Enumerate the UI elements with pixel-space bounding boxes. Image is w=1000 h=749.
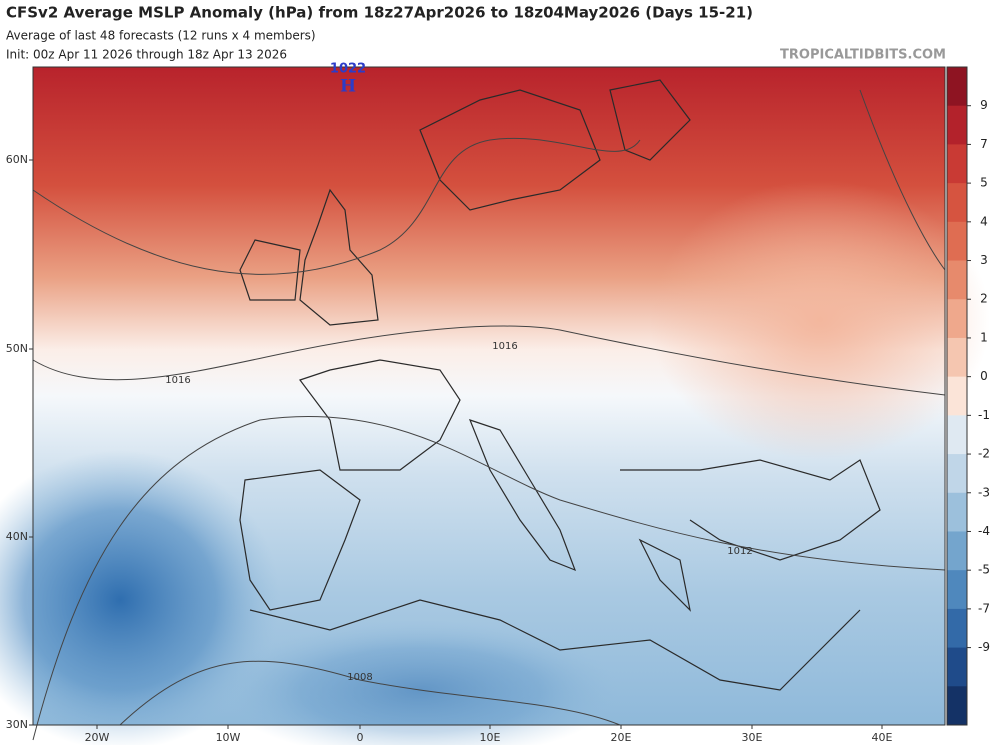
coastline-scandinavia xyxy=(419,89,601,211)
isobar-label: 1016 xyxy=(492,341,517,352)
coastline-france xyxy=(299,359,461,471)
lon-label: 30E xyxy=(742,731,763,744)
colorbar-label: 1 xyxy=(980,330,988,344)
isobar-label: 1016 xyxy=(165,375,190,386)
credit: TROPICALTIDBITS.COM xyxy=(780,48,946,63)
colorbar-label: -5 xyxy=(978,563,990,577)
colorbar-swatch xyxy=(947,608,967,649)
coastline-north-africa xyxy=(249,599,861,691)
coastline-britain xyxy=(299,188,379,326)
colorbar-swatch xyxy=(947,144,967,184)
isobar xyxy=(859,89,946,271)
colorbar-label: 9 xyxy=(980,98,988,112)
low-anomaly xyxy=(220,620,620,749)
coastline-finland xyxy=(609,79,691,161)
coastline-italy xyxy=(468,419,577,572)
colorbar-swatch xyxy=(947,183,967,223)
colorbar-label: -4 xyxy=(978,524,990,538)
colorbar-swatch xyxy=(947,105,967,145)
colorbar-label: 4 xyxy=(980,214,988,228)
colorbar-label: 0 xyxy=(980,369,988,383)
lat-label: 30N xyxy=(6,718,28,731)
map-frame xyxy=(32,66,946,726)
colorbar-label: -7 xyxy=(978,601,990,615)
colorbar-label: -9 xyxy=(978,640,990,654)
lon-label: 20W xyxy=(85,731,110,744)
init-line: Init: 00z Apr 11 2026 through 18z Apr 13… xyxy=(6,48,287,62)
isobar-label: 1012 xyxy=(727,546,752,557)
colorbar-swatch xyxy=(947,260,967,300)
colorbar-swatch xyxy=(947,647,967,687)
lon-label: 20E xyxy=(611,731,632,744)
title: CFSv2 Average MSLP Anomaly (hPa) from 18… xyxy=(6,4,753,22)
colorbar-label: 7 xyxy=(980,137,988,151)
colorbar-swatch xyxy=(947,67,967,107)
coastline-greece xyxy=(638,538,691,612)
coastline-black-sea xyxy=(620,459,881,561)
isobar xyxy=(32,325,946,396)
colorbar-swatch xyxy=(947,531,967,571)
colorbar-swatch xyxy=(947,299,967,339)
lat-label: 50N xyxy=(6,342,28,355)
colorbar-swatch xyxy=(947,454,967,494)
colorbar-swatch xyxy=(947,415,967,455)
colorbar-swatch xyxy=(947,570,967,610)
colorbar-swatch xyxy=(947,337,967,378)
high-symbol: H xyxy=(340,77,356,97)
lat-label: 40N xyxy=(6,530,28,543)
colorbar-label: 2 xyxy=(980,292,988,306)
axes: 60N 50N 40N 30N 20W 10W 0 10E 20E 30E 40E xyxy=(6,153,893,744)
colorbar-swatch xyxy=(947,221,967,262)
high-value: 1022 xyxy=(330,62,366,77)
isobar xyxy=(119,660,621,726)
colorbar-swatch xyxy=(947,376,967,416)
map: 1016 1016 1012 1008 1022 H xyxy=(0,62,990,749)
low-anomaly xyxy=(0,450,280,749)
lat-label: 60N xyxy=(6,153,28,166)
lon-label: 0 xyxy=(357,731,364,744)
lon-label: 40E xyxy=(872,731,893,744)
lon-label: 10E xyxy=(480,731,501,744)
isobar xyxy=(32,137,641,275)
isobar-label: 1008 xyxy=(347,672,372,683)
isobar xyxy=(32,416,946,741)
colorbar-frame xyxy=(946,66,968,726)
high-anomaly xyxy=(650,180,990,460)
colorbar-swatch xyxy=(947,686,967,726)
colorbar-label: -2 xyxy=(978,447,990,461)
colorbar-swatch xyxy=(947,492,967,532)
lon-label: 10W xyxy=(216,731,241,744)
colorbar: 9 7 5 4 3 2 1 0 -1 -2 -3 -4 -5 -7 -9 xyxy=(946,66,990,726)
colorbar-label: 3 xyxy=(980,253,988,267)
colorbar-label: -1 xyxy=(978,408,990,422)
subtitle: Average of last 48 forecasts (12 runs x … xyxy=(6,29,316,43)
coastline-iberia xyxy=(239,469,361,611)
colorbar-label: 5 xyxy=(980,176,988,190)
coastline-ireland xyxy=(239,239,301,301)
colorbar-label: -3 xyxy=(978,485,990,499)
